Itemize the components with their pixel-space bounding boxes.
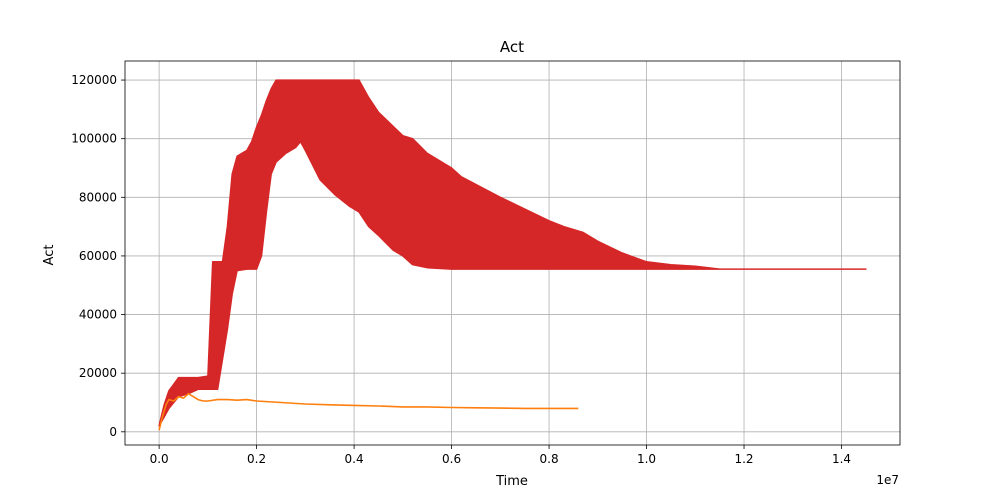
data-series [158,79,867,431]
x-tick-label: 0.8 [540,452,559,466]
y-axis-label: Act [42,245,57,266]
x-tick-label: 0.2 [247,452,266,466]
y-tick-label: 0 [109,425,117,439]
x-tick-label: 0.6 [442,452,461,466]
y-tick-label: 20000 [79,366,117,380]
series-1-band [158,79,867,427]
y-tick-label: 80000 [79,190,117,204]
y-tick-label: 100000 [71,132,117,146]
x-tick-label: 1.0 [637,452,656,466]
x-tick-label: 1.2 [734,452,753,466]
x-tick-label: 0.4 [345,452,364,466]
chart-title: Act [500,38,524,56]
x-axis-label: Time [495,474,528,489]
x-tick-label: 0.0 [150,452,169,466]
y-tick-label: 120000 [71,73,117,87]
series-2-line [158,392,579,431]
y-tick-label: 40000 [79,308,117,322]
plot-frame [124,60,901,446]
x-tick-label: 1.4 [832,452,851,466]
axis-ticks: 0.0 0.2 0.4 0.6 0.8 1.0 1.2 1.4 0 20000 40000 60000… [71,73,851,466]
x-axis-offset-label: 1e7 [876,473,899,487]
y-tick-label: 60000 [79,249,117,263]
